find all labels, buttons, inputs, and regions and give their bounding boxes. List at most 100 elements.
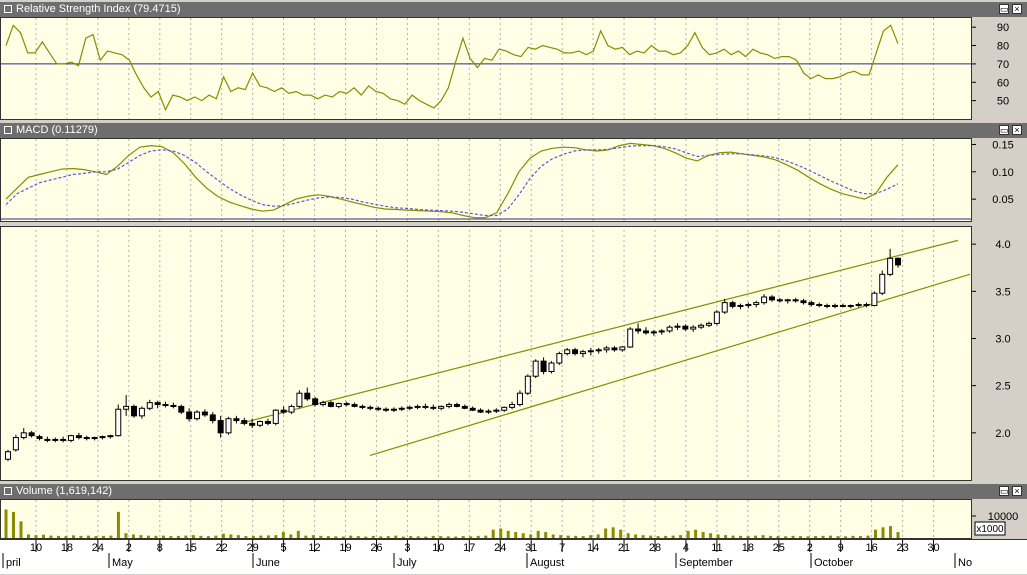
volume-y-tick-label: 10000 [988,511,1019,523]
candle-body [351,404,358,407]
candle-body [91,437,98,440]
volume-bar [109,535,113,538]
candle-body [705,322,712,326]
volume-bar [829,535,833,538]
candle-body [839,304,846,307]
candle-body [627,328,634,348]
x-day-label: 30 [927,542,939,554]
volume-bar [229,534,233,538]
volume-bar [874,529,878,538]
x-day-label: 24 [92,542,104,554]
x-day-label: 18 [61,542,73,554]
candle-body [320,402,327,406]
close-icon[interactable]: × [1012,486,1022,496]
x-day-label: 17 [463,542,475,554]
x-day-label: 2 [126,542,132,554]
volume-bar [529,534,533,538]
volume-bar [184,535,188,538]
x-month-label: October [814,557,853,569]
volume-bar [289,534,293,538]
candle-body [540,360,547,373]
candle-body [36,436,43,439]
candle-body [209,414,216,422]
candle-body [131,405,138,417]
volume-unit-box [974,521,1006,536]
x-month-label: No [958,557,972,569]
candle-body [532,360,539,377]
volume-bar [581,536,585,538]
volume-bar [799,536,803,538]
candle-body [327,402,334,407]
minimize-icon[interactable]: ▭ [999,125,1009,135]
candle-body [28,432,35,437]
candle-body [233,418,240,422]
rsi-y-tick-label: 90 [997,22,1009,34]
x-day-label: 15 [185,542,197,554]
candle-body [249,422,256,426]
volume-unit-label: x1000 [976,524,1004,535]
candle-body [493,409,500,412]
volume-bar [694,529,698,538]
volume-bar [589,535,593,538]
price-plot [0,226,972,481]
volume-bar [806,536,810,538]
volume-bar [146,535,150,538]
volume-bar [844,536,848,538]
candle-body [816,304,823,307]
candle-body [682,325,689,330]
candle-body [430,406,437,409]
candle-body [611,347,618,351]
volume-bar [176,535,180,538]
volume-bar [4,509,8,538]
candle-body [383,408,390,411]
volume-bar [11,511,15,538]
volume-bar [566,535,570,538]
candle-body [296,392,303,407]
candle-body [808,302,815,306]
volume-bar [469,536,473,538]
candle-body [194,411,201,420]
pane-icon [4,5,12,13]
volume-bar [686,530,690,538]
volume-bar [649,535,653,538]
volume-bar [484,535,488,538]
volume-bar [724,535,728,538]
volume-bar [769,535,773,538]
volume-bar [656,536,660,538]
close-icon[interactable]: × [1012,125,1022,135]
volume-bar [71,535,75,538]
volume-bar [56,535,60,538]
x-day-label: 26 [370,542,382,554]
close-icon[interactable]: × [1012,4,1022,14]
volume-bar [514,532,518,538]
candle-body [690,326,697,330]
macd-pane: MACD (0.11279) ▭ × 0.15 0.10 0.05 [0,123,1027,224]
candle-body [831,304,838,307]
volume-bar [79,535,83,538]
volume-bar [244,536,248,538]
macd-y-tick-label: 0.15 [992,139,1013,151]
volume-bar [409,536,413,538]
macd-signal-line [5,145,899,217]
candle-body [272,409,279,424]
macd-svg: 0.15 0.10 0.05 [0,139,1014,221]
trend-channel-line [239,239,959,424]
candle-body [186,411,193,420]
volume-title: Volume (1,619,142) [16,485,113,497]
candle-body [438,405,445,409]
volume-bar [679,535,683,538]
minimize-icon[interactable]: ▭ [999,486,1009,496]
candle-body [501,406,508,411]
candle-body [650,331,657,334]
minimize-icon[interactable]: ▭ [999,4,1009,14]
rsi-y-tick-label: 50 [997,96,1009,108]
rsi-pane: Relative Strength Index (79.4715) ▭ × 90… [0,2,1027,122]
candle-body [548,362,555,373]
volume-bar [326,536,330,538]
volume-bar [116,511,120,538]
volume-bar [739,535,743,538]
volume-bar [34,535,38,538]
candle-body [390,408,397,411]
x-day-label: 5 [281,542,287,554]
candle-body [414,405,421,408]
